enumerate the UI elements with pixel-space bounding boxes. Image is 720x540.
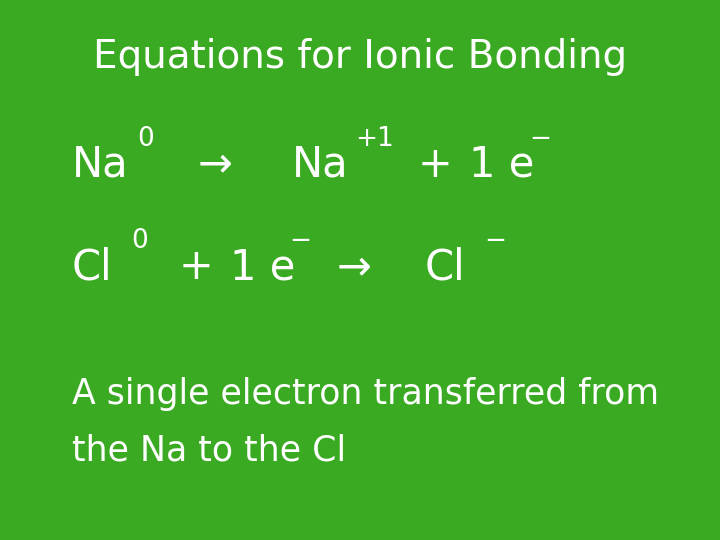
Text: →: → <box>337 246 372 288</box>
Text: A single electron transferred from: A single electron transferred from <box>72 377 659 411</box>
Text: Cl: Cl <box>425 246 465 288</box>
Text: 0: 0 <box>137 126 153 152</box>
Text: 1 e: 1 e <box>230 246 296 288</box>
Text: −: − <box>484 228 506 254</box>
Text: −: − <box>289 228 312 254</box>
Text: +: + <box>179 246 213 288</box>
Text: +1: +1 <box>355 126 394 152</box>
Text: −: − <box>529 126 552 152</box>
Text: Na: Na <box>292 144 348 186</box>
Text: 0: 0 <box>131 228 148 254</box>
Text: the Na to the Cl: the Na to the Cl <box>72 434 346 468</box>
Text: →: → <box>198 144 233 186</box>
Text: Cl: Cl <box>72 246 112 288</box>
Text: +: + <box>418 144 452 186</box>
Text: 1 e: 1 e <box>469 144 535 186</box>
Text: Equations for Ionic Bonding: Equations for Ionic Bonding <box>93 38 627 76</box>
Text: Na: Na <box>72 144 129 186</box>
